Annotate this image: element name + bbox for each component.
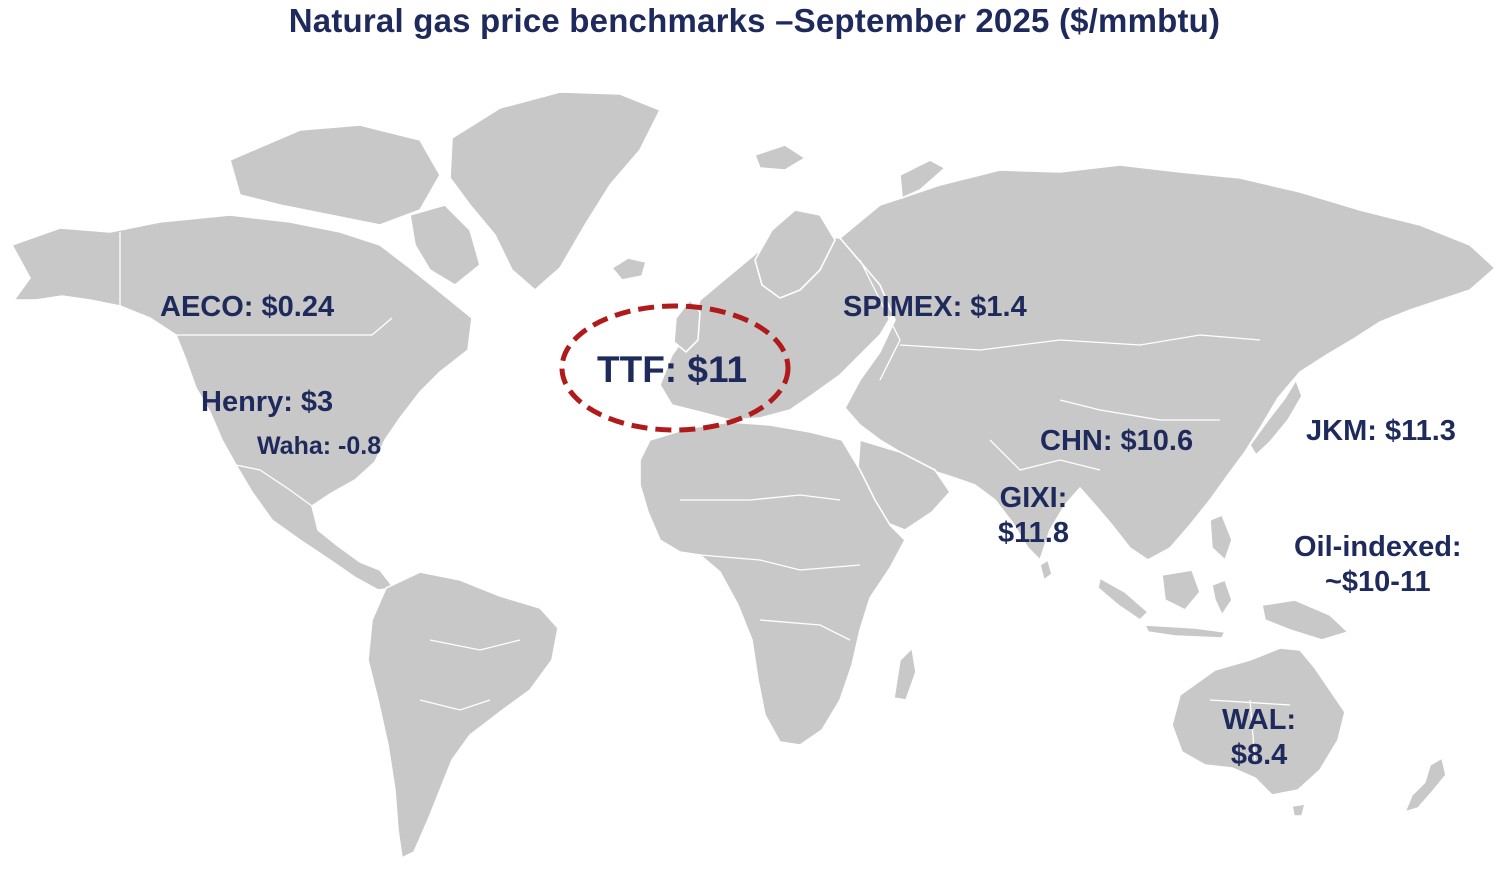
- borneo: [1161, 569, 1201, 611]
- gixi-label: GIXI: $11.8: [998, 481, 1069, 552]
- oil-indexed-price: ~$10-11: [1324, 566, 1431, 599]
- arctic-islands: [229, 124, 441, 226]
- north-america: [11, 214, 473, 591]
- spimex-label: SPIMEX: $1.4: [843, 291, 1027, 323]
- japan: [1249, 379, 1303, 456]
- oil-indexed-label: Oil-indexed: ~$10-11: [1294, 530, 1462, 601]
- java: [1144, 624, 1226, 639]
- uk: [673, 299, 701, 353]
- country-borders: [119, 232, 1291, 761]
- gixi-price: $11.8: [998, 517, 1069, 550]
- gixi-name: GIXI:: [999, 482, 1068, 514]
- philippines: [1209, 514, 1233, 561]
- ttf-label: TTF: $11: [597, 349, 748, 390]
- new-guinea: [1261, 599, 1349, 641]
- henry-label: Henry: $3: [201, 386, 334, 418]
- africa: [639, 421, 906, 746]
- land-masses: [11, 91, 1496, 859]
- madagascar: [893, 647, 917, 701]
- south-america: [367, 571, 559, 859]
- wal-label: WAL: $8.4: [1222, 703, 1296, 774]
- australia: [1171, 647, 1346, 796]
- iceland: [611, 257, 647, 281]
- ttf-highlight-ellipse: [559, 303, 791, 433]
- sumatra: [1097, 577, 1149, 621]
- aeco-label: AECO: $0.24: [160, 291, 335, 323]
- scandinavia: [754, 209, 836, 299]
- tasmania: [1291, 803, 1306, 817]
- wal-price: $8.4: [1230, 739, 1288, 772]
- chn-label: CHN: $10.6: [1040, 425, 1194, 457]
- sulawesi: [1211, 579, 1233, 616]
- wal-name: WAL:: [1222, 704, 1297, 736]
- svalbard: [754, 144, 806, 171]
- sri-lanka: [1039, 559, 1053, 581]
- oil-indexed-name: Oil-indexed:: [1294, 531, 1462, 563]
- baffin-island: [409, 204, 481, 286]
- jkm-label: JKM: $11.3: [1306, 415, 1456, 447]
- page-title: Natural gas price benchmarks –September …: [288, 2, 1221, 39]
- waha-label: Waha: -0.8: [257, 432, 382, 460]
- novaya-zemlya: [899, 159, 946, 199]
- greenland: [449, 91, 661, 291]
- new-zealand: [1404, 757, 1447, 813]
